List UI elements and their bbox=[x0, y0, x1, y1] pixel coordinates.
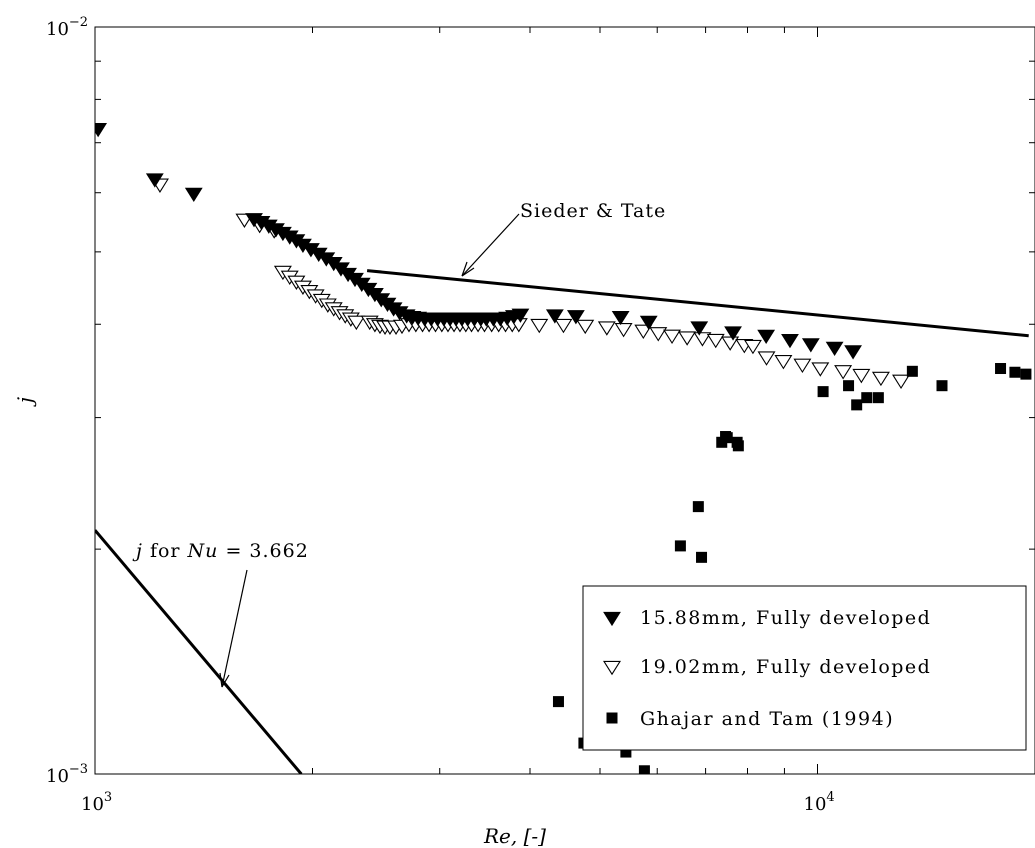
legend-label-19-02: 19.02mm, Fully developed bbox=[640, 656, 931, 678]
arrow-laminar bbox=[219, 569, 248, 688]
marker-19-02mm bbox=[834, 365, 853, 380]
marker-ghajar-tam bbox=[906, 365, 918, 377]
marker-15-88mm bbox=[184, 187, 203, 202]
marker-15-88mm bbox=[639, 315, 658, 330]
marker-15-88mm bbox=[844, 345, 862, 360]
marker-19-02mm bbox=[576, 319, 595, 335]
x-axis-label: Re, [-] bbox=[483, 824, 546, 848]
marker-19-02mm bbox=[634, 324, 653, 340]
marker-15-88mm bbox=[757, 329, 776, 344]
marker-19-02mm bbox=[892, 374, 911, 390]
marker-ghajar-tam bbox=[692, 501, 704, 513]
marker-19-02mm bbox=[530, 318, 549, 334]
marker-15-88mm bbox=[511, 308, 530, 323]
marker-19-02mm bbox=[649, 327, 668, 342]
marker-ghajar-tam bbox=[638, 765, 650, 774]
y-tick-label: 10−3 bbox=[46, 762, 88, 787]
marker-15-88mm bbox=[801, 338, 820, 353]
marker-19-02mm bbox=[793, 358, 812, 374]
markers-layer bbox=[95, 122, 1032, 774]
lines-layer bbox=[95, 269, 1029, 774]
marker-19-02mm bbox=[871, 371, 890, 387]
marker-19-02mm bbox=[852, 368, 871, 384]
marker-15-88mm bbox=[781, 333, 799, 349]
marker-15-88mm bbox=[690, 321, 709, 336]
legend-marker-ghajar-tam bbox=[606, 712, 618, 724]
marker-ghajar-tam bbox=[995, 363, 1007, 375]
marker-ghajar-tam bbox=[721, 432, 733, 444]
x-tick-labels: 103 104 bbox=[81, 790, 835, 815]
marker-15-88mm bbox=[566, 310, 585, 325]
laminar-line bbox=[95, 529, 303, 774]
legend-box bbox=[582, 585, 1027, 751]
marker-ghajar-tam bbox=[696, 551, 708, 563]
marker-ghajar-tam bbox=[1020, 368, 1032, 380]
marker-15-88mm bbox=[825, 341, 844, 356]
marker-19-02mm bbox=[347, 315, 366, 331]
marker-19-02mm bbox=[663, 329, 682, 345]
legend-marker-19-02mm bbox=[603, 660, 621, 676]
y-axis-label: j bbox=[13, 397, 37, 407]
arrow-sieder-tate bbox=[461, 213, 520, 277]
marker-ghajar-tam bbox=[1009, 366, 1021, 378]
marker-19-02mm bbox=[811, 362, 830, 377]
marker-15-88mm bbox=[545, 309, 564, 324]
y-tick-labels: 10−3 10−2 bbox=[46, 15, 88, 787]
x-tick-label: 104 bbox=[804, 790, 835, 815]
marker-19-02mm bbox=[597, 321, 616, 336]
marker-ghajar-tam bbox=[872, 392, 884, 404]
annotation-sieder-tate: Sieder & Tate bbox=[520, 200, 666, 222]
marker-19-02mm bbox=[693, 332, 712, 347]
marker-19-02mm bbox=[774, 355, 793, 370]
x-tick-label: 103 bbox=[81, 790, 112, 815]
legend: 15.88mm, Fully developed 19.02mm, Fully … bbox=[582, 585, 1027, 751]
marker-ghajar-tam bbox=[936, 380, 948, 392]
marker-ghajar-tam bbox=[817, 386, 829, 398]
marker-ghajar-tam bbox=[851, 399, 863, 411]
marker-ghajar-tam bbox=[732, 440, 744, 452]
marker-19-02mm bbox=[614, 323, 633, 338]
y-tick-label: 10−2 bbox=[46, 15, 88, 40]
marker-ghajar-tam bbox=[620, 746, 632, 758]
marker-ghajar-tam bbox=[674, 540, 686, 552]
marker-19-02mm bbox=[706, 333, 725, 349]
marker-19-02mm bbox=[678, 331, 697, 346]
marker-15-88mm bbox=[611, 310, 630, 326]
marker-15-88mm bbox=[145, 173, 164, 188]
marker-15-88mm bbox=[724, 326, 742, 341]
marker-19-02mm bbox=[757, 351, 776, 366]
marker-19-02mm bbox=[743, 339, 762, 355]
legend-markers bbox=[603, 611, 621, 724]
marker-ghajar-tam bbox=[843, 380, 855, 392]
minor-ticks bbox=[94, 26, 1035, 775]
marker-ghajar-tam bbox=[552, 696, 564, 708]
marker-19-02mm bbox=[554, 318, 573, 334]
legend-label-ghajar: Ghajar and Tam (1994) bbox=[640, 708, 894, 730]
legend-marker-15-88mm bbox=[603, 611, 621, 627]
annotation-laminar: j for Nu = 3.662 bbox=[132, 540, 309, 562]
legend-label-15-88: 15.88mm, Fully developed bbox=[640, 607, 931, 629]
sieder-tate-line bbox=[366, 269, 1029, 338]
marker-19-02mm bbox=[721, 336, 740, 351]
marker-ghajar-tam bbox=[861, 392, 873, 404]
marker-15-88mm bbox=[95, 122, 108, 138]
